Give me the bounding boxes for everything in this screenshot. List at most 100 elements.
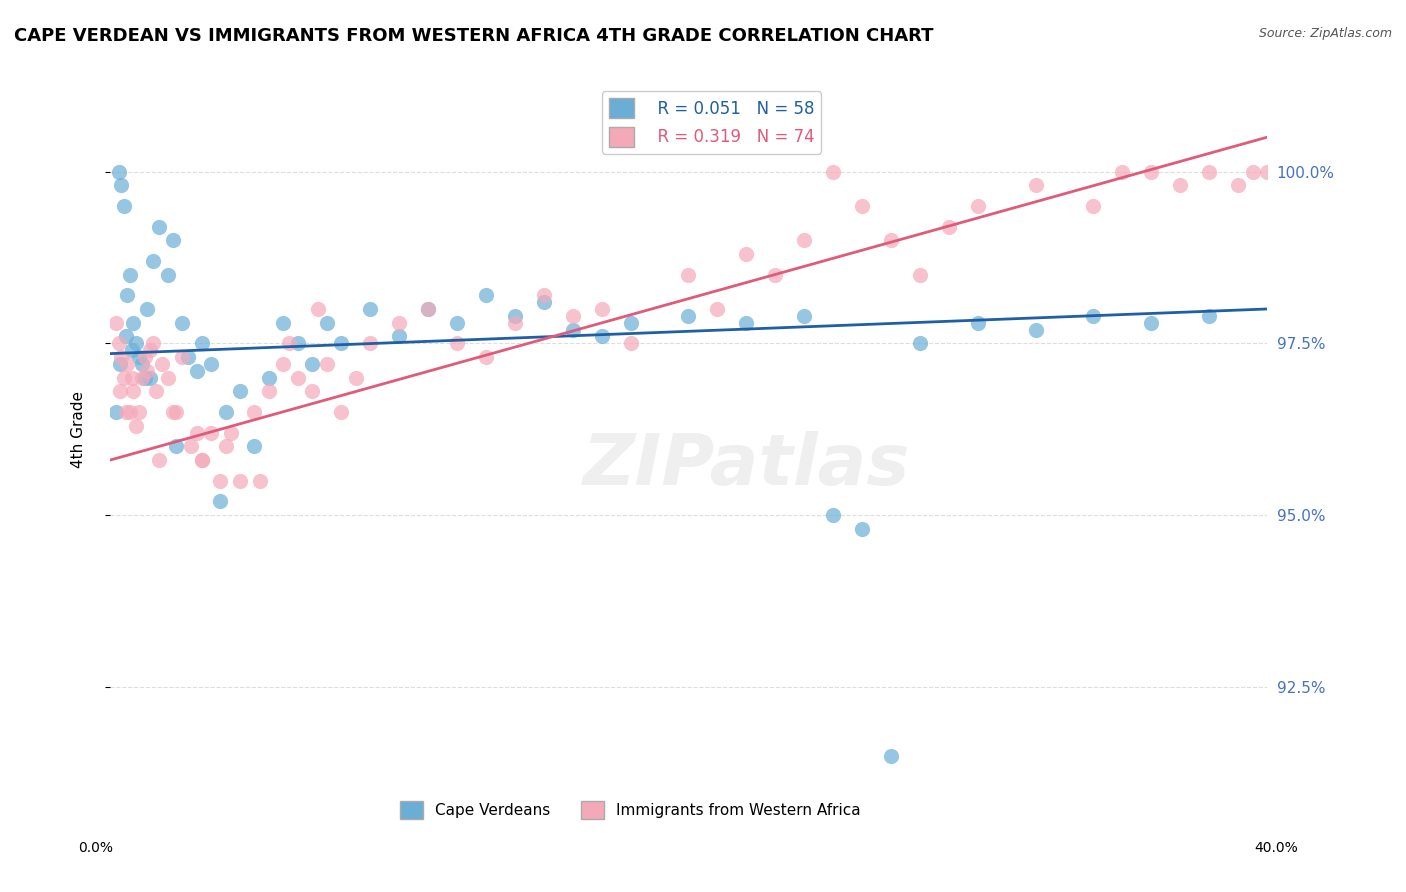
Point [1198, 309, 1220, 323]
Point [150, 357, 173, 371]
Point [416, 301, 439, 316]
Point [503, 309, 526, 323]
Point [114, 329, 136, 343]
Point [229, 384, 252, 399]
Point [908, 268, 931, 282]
Point [156, 268, 179, 282]
Point [966, 199, 988, 213]
Point [344, 370, 367, 384]
Point [136, 301, 159, 316]
Point [115, 357, 138, 371]
Point [851, 522, 873, 536]
Point [108, 384, 131, 399]
Point [1140, 316, 1163, 330]
Point [172, 316, 194, 330]
Point [287, 370, 309, 384]
Point [139, 343, 162, 358]
Text: Source: ZipAtlas.com: Source: ZipAtlas.com [1258, 27, 1392, 40]
Text: 40.0%: 40.0% [1254, 841, 1299, 855]
Point [273, 316, 295, 330]
Point [330, 336, 353, 351]
Point [121, 370, 143, 384]
Point [243, 405, 266, 419]
Point [134, 350, 156, 364]
Point [678, 268, 700, 282]
Point [619, 316, 641, 330]
Point [121, 343, 143, 358]
Point [104, 316, 127, 330]
Point [122, 316, 145, 330]
Point [122, 384, 145, 399]
Point [156, 370, 179, 384]
Point [128, 405, 150, 419]
Point [763, 268, 786, 282]
Point [107, 164, 129, 178]
Point [793, 309, 815, 323]
Point [1256, 164, 1278, 178]
Legend: Cape Verdeans, Immigrants from Western Africa: Cape Verdeans, Immigrants from Western A… [394, 795, 868, 826]
Point [793, 233, 815, 247]
Point [908, 336, 931, 351]
Point [162, 405, 184, 419]
Point [134, 370, 156, 384]
Point [561, 309, 583, 323]
Point [177, 350, 200, 364]
Point [1083, 309, 1105, 323]
Point [148, 219, 170, 234]
Point [1111, 164, 1133, 178]
Point [208, 494, 231, 508]
Point [561, 322, 583, 336]
Point [1198, 164, 1220, 178]
Point [446, 316, 468, 330]
Point [142, 336, 165, 351]
Point [315, 316, 337, 330]
Point [359, 336, 381, 351]
Point [619, 336, 641, 351]
Point [136, 364, 159, 378]
Point [191, 336, 214, 351]
Point [823, 164, 845, 178]
Point [145, 384, 167, 399]
Point [110, 350, 132, 364]
Point [273, 357, 295, 371]
Point [172, 350, 194, 364]
Point [678, 309, 700, 323]
Point [214, 439, 236, 453]
Point [257, 384, 280, 399]
Point [359, 301, 381, 316]
Point [229, 474, 252, 488]
Point [533, 288, 555, 302]
Point [823, 508, 845, 522]
Point [131, 357, 153, 371]
Point [301, 384, 323, 399]
Point [114, 405, 136, 419]
Point [131, 370, 153, 384]
Point [330, 405, 353, 419]
Point [186, 364, 208, 378]
Point [208, 474, 231, 488]
Point [880, 748, 903, 763]
Point [301, 357, 323, 371]
Point [278, 336, 301, 351]
Point [1025, 178, 1047, 193]
Point [128, 350, 150, 364]
Point [880, 233, 903, 247]
Point [446, 336, 468, 351]
Point [1083, 199, 1105, 213]
Point [735, 316, 758, 330]
Point [1025, 322, 1047, 336]
Point [191, 453, 214, 467]
Point [966, 316, 988, 330]
Point [221, 425, 243, 440]
Point [1241, 164, 1264, 178]
Point [180, 439, 202, 453]
Point [125, 336, 148, 351]
Point [107, 336, 129, 351]
Point [186, 425, 208, 440]
Point [591, 329, 613, 343]
Point [706, 301, 728, 316]
Point [108, 357, 131, 371]
Point [115, 288, 138, 302]
Point [938, 219, 960, 234]
Point [307, 301, 329, 316]
